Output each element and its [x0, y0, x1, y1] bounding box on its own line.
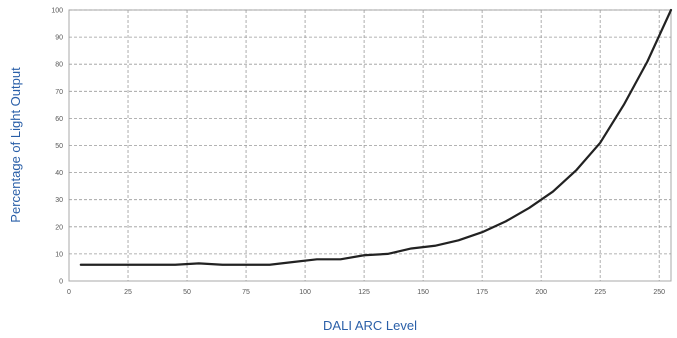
y-tick-label: 60 [55, 116, 63, 123]
x-tick-label: 25 [124, 289, 132, 296]
y-tick-label: 30 [55, 197, 63, 204]
x-tick-label: 150 [417, 289, 429, 296]
y-tick-label: 10 [55, 251, 63, 258]
series-line [79, 8, 673, 266]
y-tick-label: 20 [55, 224, 63, 231]
tick-labels: 0 10 20 30 40 50 60 70 80 90 100 0 25 50 75 100 125 150 17… [51, 8, 665, 297]
grid [69, 9, 671, 281]
y-tick-label: 90 [55, 35, 63, 42]
x-axis-label: DALI ARC Level [323, 318, 417, 333]
y-tick-label: 40 [55, 170, 63, 177]
x-tick-label: 175 [476, 289, 488, 296]
y-tick-label: 100 [51, 8, 63, 15]
series [79, 8, 673, 266]
y-tick-label: 70 [55, 89, 63, 96]
y-tick-label: 0 [59, 279, 63, 286]
x-tick-label: 0 [67, 289, 71, 296]
x-tick-label: 125 [358, 289, 370, 296]
x-tick-label: 200 [535, 289, 547, 296]
x-tick-label: 100 [299, 289, 311, 296]
x-tick-label: 250 [653, 289, 665, 296]
y-tick-label: 50 [55, 143, 63, 150]
y-tick-label: 80 [55, 62, 63, 69]
x-tick-label: 75 [242, 289, 250, 296]
y-axis-label: Percentage of Light Output [8, 67, 23, 223]
x-tick-label: 50 [183, 289, 191, 296]
x-tick-label: 225 [594, 289, 606, 296]
